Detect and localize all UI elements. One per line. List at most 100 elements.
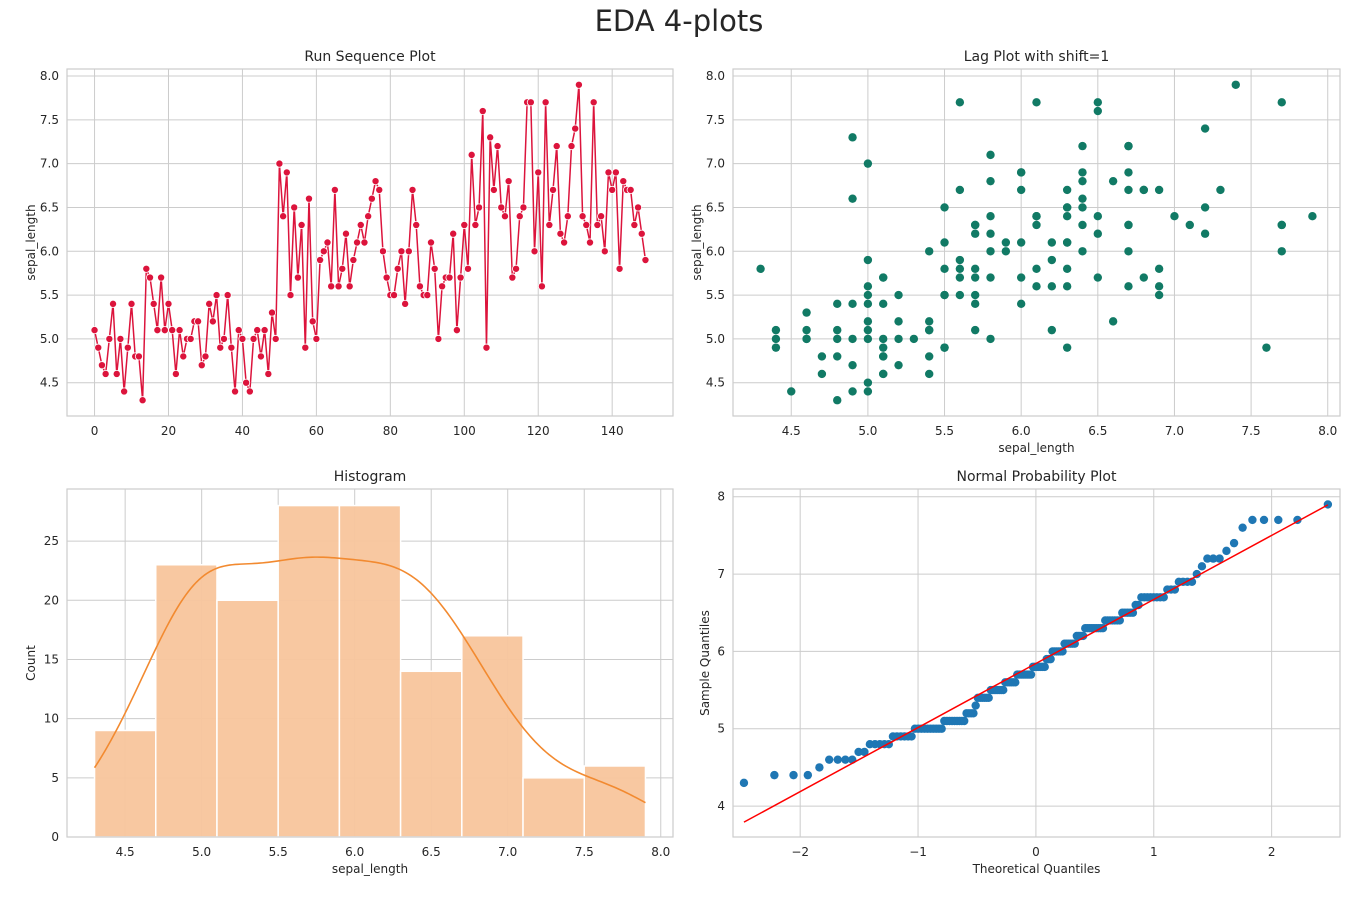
data-point — [970, 229, 980, 238]
data-point — [833, 755, 842, 764]
y-tick-label: 8.0 — [706, 69, 725, 83]
data-point — [138, 396, 147, 405]
x-tick-label: 5.0 — [192, 845, 211, 859]
subplot-0: 0 20 40 60 80 100 120 140 4.5 5.0 5.5 6.0 6.5 7.0 7.5 8… — [24, 49, 674, 438]
data-point — [970, 290, 980, 300]
subplot-title: Histogram — [334, 469, 407, 485]
data-point — [223, 291, 232, 300]
data-point — [970, 264, 980, 273]
data-point — [560, 238, 569, 247]
data-point — [585, 238, 594, 247]
x-tick-label: 0 — [91, 424, 99, 438]
data-point — [1047, 238, 1057, 247]
data-point — [323, 238, 332, 247]
data-point — [434, 334, 443, 343]
x-axis-label: Theoretical Quantiles — [972, 862, 1101, 876]
data-point — [563, 212, 572, 221]
data-point — [393, 264, 402, 273]
data-point — [970, 325, 980, 335]
data-point — [630, 220, 639, 229]
data-point — [970, 220, 980, 230]
data-point — [508, 273, 517, 282]
data-point — [863, 282, 873, 291]
data-point — [515, 212, 524, 221]
data-point — [833, 334, 842, 344]
data-point — [1108, 317, 1118, 326]
y-tick-label: 7.0 — [706, 157, 725, 171]
data-point — [1016, 238, 1026, 247]
data-point — [1124, 185, 1133, 195]
data-point — [134, 352, 143, 361]
data-point — [970, 273, 980, 282]
y-tick-label: 5.0 — [40, 332, 59, 346]
subplot-1: 4.5 5.0 5.5 6.0 6.5 7.0 7.5 8.0 4.5 5.0 5.5 6.0 6.5 7… — [690, 49, 1341, 455]
data-point — [149, 299, 158, 308]
histogram-bar — [277, 504, 341, 838]
data-point — [549, 185, 558, 194]
x-tick-label: 4.5 — [116, 845, 135, 859]
histogram-bar — [93, 729, 157, 838]
data-point — [97, 361, 106, 370]
data-point — [960, 716, 969, 726]
data-point — [879, 299, 888, 309]
y-tick-label: 6 — [717, 644, 725, 658]
data-point — [940, 203, 949, 212]
data-point — [615, 264, 624, 273]
data-point — [1222, 546, 1231, 556]
data-point — [802, 308, 811, 317]
y-tick-label: 5 — [717, 722, 725, 736]
data-point — [815, 763, 824, 772]
data-point — [1197, 562, 1207, 571]
data-point — [1062, 238, 1072, 247]
axes-frame — [732, 488, 1341, 838]
data-point — [1078, 631, 1088, 641]
x-tick-label: 5.5 — [269, 845, 288, 859]
data-point — [1078, 203, 1087, 212]
data-point — [787, 387, 796, 396]
data-point — [341, 229, 350, 238]
data-point — [208, 317, 217, 326]
data-point — [619, 177, 628, 186]
x-tick-label: 7.5 — [1242, 424, 1261, 438]
data-point — [1093, 212, 1103, 221]
data-point — [116, 334, 125, 343]
data-point — [1062, 343, 1072, 352]
data-point — [771, 343, 781, 352]
data-point — [848, 133, 857, 142]
histogram-bar — [461, 635, 524, 838]
data-point — [293, 273, 302, 282]
data-point — [802, 334, 811, 344]
data-point — [863, 290, 873, 300]
data-point — [1200, 229, 1210, 238]
x-tick-label: 6.0 — [1012, 424, 1031, 438]
x-tick-label: 7.0 — [498, 845, 517, 859]
data-point — [234, 326, 243, 335]
data-point — [1139, 185, 1148, 195]
data-point — [986, 176, 995, 186]
data-point — [567, 142, 576, 151]
data-point — [504, 177, 513, 186]
histogram-bar — [399, 670, 463, 838]
data-point — [120, 387, 129, 396]
histogram-bar — [216, 599, 279, 838]
data-point — [1277, 220, 1286, 230]
data-point — [1032, 98, 1041, 107]
data-point — [1124, 168, 1133, 177]
data-point — [817, 369, 827, 379]
axes-frame — [732, 68, 1341, 417]
x-tick-label: 60 — [309, 424, 324, 438]
data-point — [574, 80, 583, 89]
data-point — [353, 238, 362, 247]
data-point — [279, 212, 288, 221]
data-point — [863, 334, 873, 344]
data-point — [1078, 168, 1087, 177]
data-point — [253, 326, 262, 335]
data-point — [863, 255, 873, 265]
y-tick-label: 6.0 — [40, 244, 59, 258]
data-point — [925, 247, 934, 256]
x-tick-label: 8.0 — [651, 845, 670, 859]
x-axis-label: sepal_length — [998, 441, 1074, 455]
data-point — [894, 360, 903, 370]
x-tick-label: 120 — [527, 424, 550, 438]
y-tick-label: 4.5 — [40, 376, 59, 390]
